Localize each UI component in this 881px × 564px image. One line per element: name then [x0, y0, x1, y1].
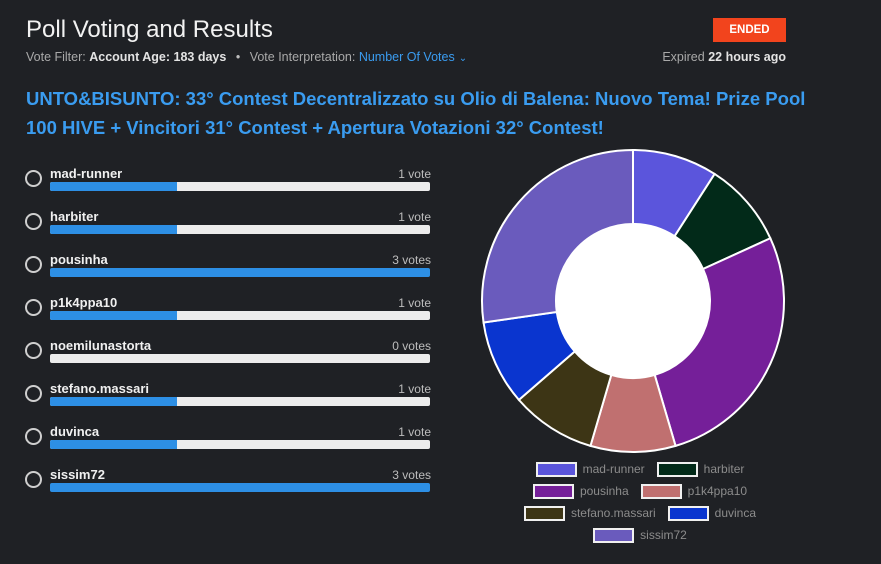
- legend-label: stefano.massari: [570, 506, 656, 520]
- vote-progress-bar: [50, 440, 430, 449]
- legend-label: duvinca: [714, 506, 757, 520]
- option-name: p1k4ppa10: [50, 295, 118, 310]
- expired-label: Expired: [662, 50, 705, 64]
- radio-button[interactable]: [25, 256, 42, 273]
- expired-info: Expired 22 hours ago: [662, 50, 786, 64]
- poll-options-list: mad-runner 1 vote harbiter 1 vote pousinha 3 …: [24, 164, 434, 508]
- separator-dot: •: [235, 50, 241, 64]
- legend-swatch: [523, 505, 565, 521]
- radio-button[interactable]: [25, 428, 42, 445]
- vote-progress-fill: [50, 182, 177, 191]
- option-vote-count: 3 votes: [392, 253, 431, 267]
- option-name: mad-runner: [50, 166, 123, 181]
- expired-value: 22 hours ago: [708, 50, 786, 64]
- option-vote-count: 1 vote: [398, 425, 431, 439]
- option-name: sissim72: [50, 467, 105, 482]
- radio-button[interactable]: [25, 213, 42, 230]
- legend-item[interactable]: mad-runner: [535, 461, 645, 477]
- option-name: harbiter: [50, 209, 99, 224]
- chart-legend: mad-runner harbiter pousinha p1k4ppa10 stefa…: [505, 458, 775, 546]
- poll-option-harbiter[interactable]: harbiter 1 vote: [24, 207, 434, 250]
- poll-option-duvinca[interactable]: duvinca 1 vote: [24, 422, 434, 465]
- vote-progress-bar: [50, 311, 430, 320]
- donut-hole: [556, 224, 710, 378]
- vote-progress-fill: [50, 483, 430, 492]
- poll-option-p1k4ppa10[interactable]: p1k4ppa10 1 vote: [24, 293, 434, 336]
- poll-question[interactable]: UNTO&BISUNTO: 33° Contest Decentralizzat…: [26, 88, 806, 138]
- vote-progress-fill: [50, 268, 430, 277]
- option-vote-count: 0 votes: [392, 339, 431, 353]
- vote-progress-fill: [50, 397, 177, 406]
- poll-option-sissim72[interactable]: sissim72 3 votes: [24, 465, 434, 508]
- status-badge: ENDED: [713, 18, 786, 42]
- legend-label: p1k4ppa10: [687, 484, 748, 498]
- vote-interpretation-label: Vote Interpretation:: [249, 50, 356, 64]
- option-vote-count: 1 vote: [398, 210, 431, 224]
- account-age-label: Account Age:: [89, 50, 171, 64]
- vote-filter-label: Vote Filter:: [26, 50, 86, 64]
- poll-option-pousinha[interactable]: pousinha 3 votes: [24, 250, 434, 293]
- poll-option-mad-runner[interactable]: mad-runner 1 vote: [24, 164, 434, 207]
- radio-button[interactable]: [25, 342, 42, 359]
- option-name: duvinca: [50, 424, 100, 439]
- legend-swatch: [593, 527, 635, 543]
- legend-swatch: [667, 505, 709, 521]
- poll-option-stefano.massari[interactable]: stefano.massari 1 vote: [24, 379, 434, 422]
- vote-progress-bar: [50, 354, 430, 363]
- vote-progress-bar: [50, 182, 430, 191]
- vote-progress-bar: [50, 397, 430, 406]
- legend-swatch: [532, 483, 574, 499]
- option-vote-count: 1 vote: [398, 382, 431, 396]
- vote-progress-bar: [50, 483, 430, 492]
- vote-filter-row: Vote Filter: Account Age: 183 days • Vot…: [26, 50, 467, 64]
- option-vote-count: 3 votes: [392, 468, 431, 482]
- option-name: pousinha: [50, 252, 108, 267]
- vote-progress-bar: [50, 268, 430, 277]
- legend-item[interactable]: pousinha: [532, 483, 629, 499]
- vote-progress-fill: [50, 440, 177, 449]
- radio-button[interactable]: [25, 299, 42, 316]
- vote-progress-fill: [50, 311, 177, 320]
- option-vote-count: 1 vote: [398, 296, 431, 310]
- legend-label: harbiter: [703, 462, 745, 476]
- legend-label: pousinha: [579, 484, 629, 498]
- legend-item[interactable]: harbiter: [656, 461, 745, 477]
- legend-item[interactable]: stefano.massari: [523, 505, 656, 521]
- legend-label: sissim72: [640, 528, 687, 542]
- radio-button[interactable]: [25, 471, 42, 488]
- option-vote-count: 1 vote: [398, 167, 431, 181]
- page-title: Poll Voting and Results: [26, 16, 273, 43]
- chevron-down-icon: ⌄: [458, 53, 468, 64]
- legend-swatch: [640, 483, 682, 499]
- vote-progress-fill: [50, 225, 177, 234]
- legend-item[interactable]: duvinca: [667, 505, 757, 521]
- option-name: stefano.massari: [50, 381, 149, 396]
- legend-swatch: [535, 461, 577, 477]
- legend-label: mad-runner: [582, 462, 645, 476]
- legend-swatch: [656, 461, 698, 477]
- legend-item[interactable]: sissim72: [593, 527, 687, 543]
- account-age-value: 183 days: [173, 50, 227, 64]
- vote-progress-bar: [50, 225, 430, 234]
- radio-button[interactable]: [25, 385, 42, 402]
- results-donut-chart: [481, 148, 785, 453]
- vote-interpretation-value: Number Of Votes: [358, 50, 455, 64]
- legend-item[interactable]: p1k4ppa10: [640, 483, 748, 499]
- option-name: noemilunastorta: [50, 338, 152, 353]
- poll-option-noemilunastorta[interactable]: noemilunastorta 0 votes: [24, 336, 434, 379]
- vote-interpretation-dropdown[interactable]: Number Of Votes ⌄: [359, 50, 467, 64]
- radio-button[interactable]: [25, 170, 42, 187]
